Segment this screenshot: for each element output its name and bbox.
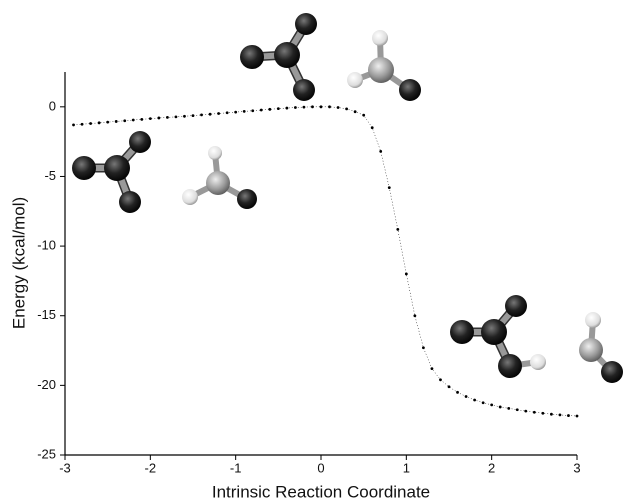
data-point — [140, 117, 144, 121]
data-point — [575, 414, 579, 418]
data-point — [541, 411, 545, 415]
data-point — [72, 123, 75, 127]
data-point — [464, 395, 468, 398]
data-point — [166, 116, 169, 119]
y-tick-label: -20 — [37, 377, 56, 392]
data-point — [447, 385, 451, 389]
data-point — [131, 118, 135, 122]
data-point — [336, 106, 340, 109]
data-point — [148, 117, 152, 121]
data-point — [558, 413, 562, 417]
data-point — [345, 107, 348, 111]
data-line — [73, 106, 578, 417]
data-point — [225, 111, 229, 115]
data-point — [439, 378, 442, 382]
x-tick-label: -3 — [59, 460, 71, 475]
data-point — [456, 390, 459, 394]
x-tick-label: -2 — [145, 460, 157, 475]
data-point — [481, 401, 485, 405]
data-point — [97, 121, 101, 125]
data-point — [123, 119, 127, 123]
data-point — [89, 122, 92, 125]
molecule — [450, 295, 546, 378]
data-point — [473, 398, 476, 402]
y-tick-label: -25 — [37, 446, 56, 461]
x-tick-label: 3 — [573, 460, 580, 475]
data-point — [404, 272, 408, 276]
data-point — [242, 110, 246, 113]
data-point — [507, 406, 511, 410]
data-point — [302, 105, 306, 109]
data-point — [276, 107, 280, 111]
data-point — [157, 116, 161, 120]
data-point — [268, 107, 272, 111]
x-tick-label: 1 — [403, 460, 410, 475]
data-point — [387, 186, 391, 189]
molecule — [347, 30, 421, 101]
data-point — [379, 149, 383, 153]
y-tick-label: -5 — [44, 168, 56, 183]
data-point — [200, 113, 203, 117]
data-point — [413, 314, 417, 318]
data-point — [174, 115, 178, 119]
data-point — [217, 112, 221, 115]
data-point — [114, 120, 118, 123]
data-point — [234, 110, 238, 114]
data-point — [353, 110, 357, 114]
x-axis-label: Intrinsic Reaction Coordinate — [212, 482, 430, 501]
data-point — [183, 114, 186, 118]
x-tick-label: 2 — [488, 460, 495, 475]
data-point — [422, 346, 425, 350]
data-point — [328, 105, 331, 109]
molecule — [240, 13, 317, 101]
data-point — [490, 403, 494, 407]
data-point — [285, 106, 289, 110]
data-point — [319, 105, 323, 109]
data-point — [259, 108, 263, 112]
data-point — [80, 122, 84, 126]
data-point — [251, 109, 255, 113]
data-point — [294, 106, 297, 109]
x-tick-label: -1 — [230, 460, 242, 475]
molecules — [72, 13, 623, 383]
data-point — [567, 414, 570, 417]
data-point — [498, 405, 502, 409]
data-point — [191, 114, 195, 117]
data-point — [311, 105, 314, 109]
molecule — [182, 146, 257, 209]
data-point — [106, 120, 110, 124]
y-tick-label: -15 — [37, 307, 56, 322]
data-point — [370, 126, 374, 130]
data-point — [396, 227, 400, 231]
data-point — [515, 408, 519, 412]
data-point — [208, 112, 212, 116]
x-tick-label: 0 — [317, 460, 324, 475]
y-tick-label: 0 — [49, 98, 56, 113]
data-point — [524, 409, 528, 413]
y-axis-label: Energy (kcal/mol) — [9, 197, 28, 329]
data-point — [550, 412, 553, 416]
data-point — [362, 113, 366, 117]
data-point — [532, 410, 536, 414]
y-tick-label: -10 — [37, 238, 56, 253]
data-point — [430, 367, 434, 371]
molecule — [72, 131, 151, 213]
molecule — [579, 312, 623, 383]
